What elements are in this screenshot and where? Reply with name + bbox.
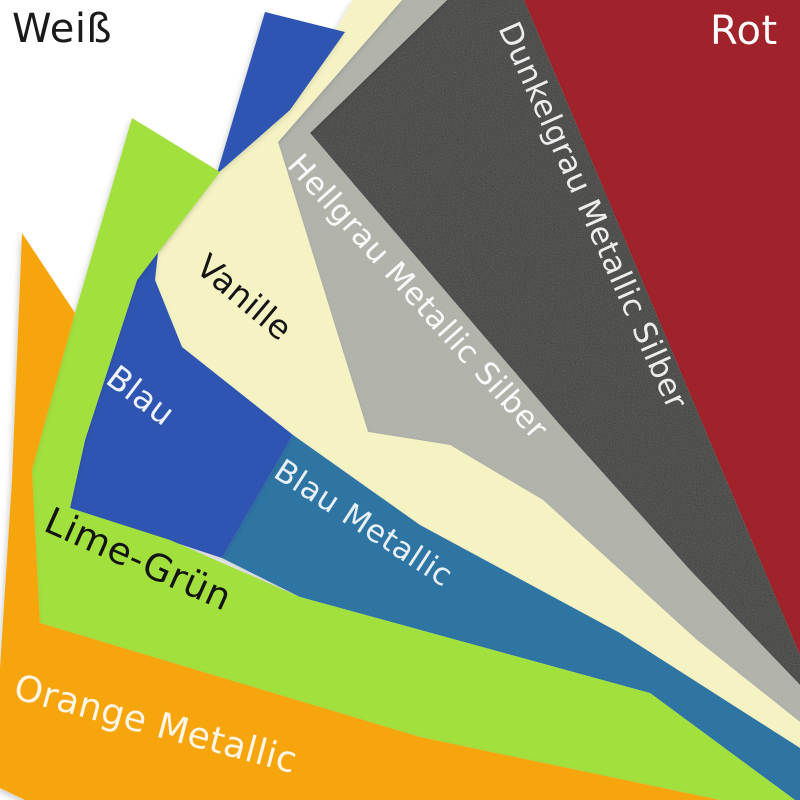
sheet-lime-gruen — [32, 118, 795, 800]
sheet-hellgrau-metallic-silber — [278, 0, 800, 722]
sheet-orange-metallic — [0, 233, 720, 800]
sheet-dunkelgrau-metallic-silber — [310, 0, 800, 685]
sheet-vanille — [155, 0, 800, 748]
label-rot: Rot — [710, 8, 778, 54]
label-weiss: Weiß — [12, 6, 112, 52]
sheet-blau — [70, 12, 345, 558]
sheet-blau-metallic — [222, 435, 800, 800]
